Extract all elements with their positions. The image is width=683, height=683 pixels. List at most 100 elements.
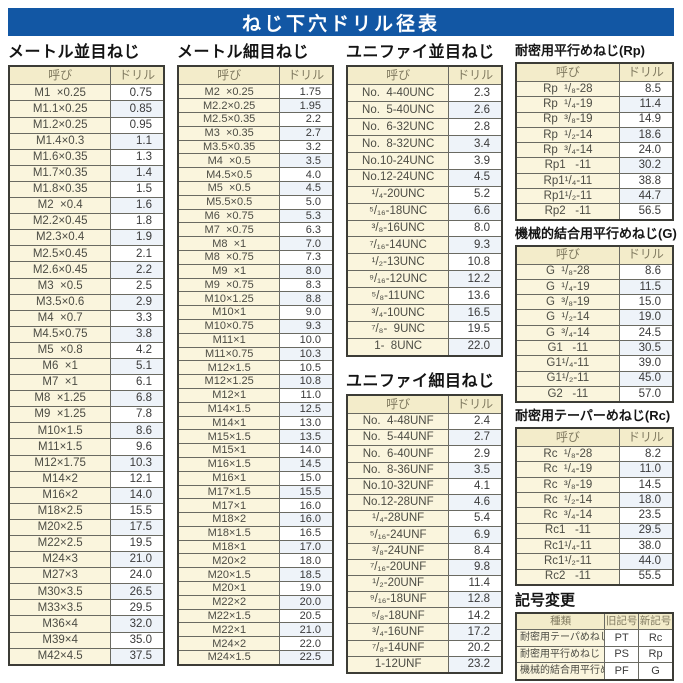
table-row: ³/₈-16UNC 8.0 — [346, 219, 503, 238]
value-cell: Rp — [638, 645, 674, 664]
section-heading-unified-coarse: ユニファイ並目ねじ — [346, 44, 495, 61]
name-cell: M18×1.5 — [177, 525, 281, 541]
name-cell: M4.5×0.5 — [177, 167, 281, 182]
table-row: M4.5×0.75 3.8 — [8, 325, 165, 343]
table-row: M9 ×1 8.0 — [177, 263, 334, 279]
table-row: M1.8×0.35 1.5 — [8, 180, 165, 199]
value-cell: 18.0 — [618, 492, 674, 509]
table-row: M11×0.75 10.3 — [177, 346, 334, 362]
table-row: M22×1 21.0 — [177, 622, 334, 638]
name-cell: M17×1 — [177, 498, 281, 514]
value-cell: 6.6 — [448, 202, 503, 221]
table-row: No. 4-40UNC 2.3 — [346, 84, 503, 103]
value-cell: 14.0 — [279, 443, 334, 458]
value-cell: 38.8 — [618, 172, 674, 190]
value-cell: 12.1 — [110, 470, 165, 488]
value-cell: 13.6 — [448, 287, 503, 305]
value-cell: 4.5 — [279, 180, 334, 196]
table-row: ⁷/₁₆-14UNC 9.3 — [346, 236, 503, 255]
name-cell: M2.3×0.4 — [8, 229, 112, 247]
name-cell: M16×1 — [177, 470, 281, 486]
table-row: M30×3.5 26.5 — [8, 583, 165, 601]
table-row: M2.2×0.45 1.8 — [8, 213, 165, 231]
value-cell: 21.0 — [279, 622, 334, 638]
value-cell: 11.5 — [618, 278, 674, 296]
value-cell: 6.9 — [448, 526, 503, 544]
name-cell: M2 ×0.4 — [8, 197, 112, 215]
value-cell: 30.5 — [618, 340, 674, 357]
value-cell: 10.3 — [279, 346, 334, 362]
table-row: M24×3 21.0 — [8, 551, 165, 569]
column-header: ドリル — [279, 65, 334, 86]
column-unified: ユニファイ並目ねじ 呼び ドリル No. 4-40UNC 2.3 No. 5-40UN… — [346, 38, 503, 675]
name-cell: G1 -11 — [515, 340, 620, 357]
table-row: No.12-24UNC 4.5 — [346, 168, 503, 187]
table-row: G2 -11 57.0 — [515, 385, 674, 403]
table-row: M3 ×0.5 2.5 — [8, 277, 165, 295]
name-cell: M36×4 — [8, 615, 112, 633]
name-cell: M1.8×0.35 — [8, 180, 112, 199]
table-row: M4 ×0.5 3.5 — [177, 153, 334, 169]
name-cell: 1-12UNF — [346, 655, 450, 674]
name-cell: M14×2 — [8, 470, 112, 488]
value-cell: 9.6 — [110, 438, 165, 456]
table-row: M20×1 19.0 — [177, 581, 334, 596]
name-cell: ³/₄-10UNC — [346, 303, 450, 322]
table-row: No. 4-48UNF 2.4 — [346, 413, 503, 431]
name-cell: M22×1.5 — [177, 608, 281, 624]
name-cell: No.12-28UNF — [346, 493, 450, 512]
name-cell: M10×1 — [177, 305, 281, 320]
value-cell: 2.4 — [448, 413, 503, 431]
table-row: No. 6-40UNF 2.9 — [346, 445, 503, 463]
table-row: M10×1.25 8.8 — [177, 291, 334, 307]
table-row: No.10-32UNF 4.1 — [346, 477, 503, 495]
name-cell: M39×4 — [8, 631, 112, 649]
table-row: Rc1 -11 29.5 — [515, 522, 674, 539]
name-cell: M1.7×0.35 — [8, 164, 112, 182]
page-title-bar: ねじ下穴ドリル径表 — [8, 8, 674, 36]
table-row: G1¹/₄-11 39.0 — [515, 355, 674, 372]
table-row: M14×1.5 12.5 — [177, 401, 334, 417]
name-cell: M10×1.5 — [8, 422, 112, 440]
section-heading-g: 機械的結合用平行めねじ(G) — [515, 225, 677, 241]
value-cell: 11.4 — [618, 96, 674, 113]
name-cell: M1.4×0.3 — [8, 132, 112, 150]
value-cell: 4.2 — [110, 341, 165, 359]
name-cell: M12×1.75 — [8, 454, 112, 472]
name-cell: Rp2 -11 — [515, 203, 620, 221]
table-row: M12×1.75 10.3 — [8, 454, 165, 472]
table-row: Rc ³/₈-19 14.5 — [515, 476, 674, 494]
name-cell: ⁹/₁₆-18UNF — [346, 591, 450, 609]
value-cell: 30.2 — [618, 157, 674, 174]
table-row: M3.5×0.6 2.9 — [8, 293, 165, 311]
name-cell: Rc ¹/₈-28 — [515, 446, 620, 463]
value-cell: 22.0 — [448, 337, 503, 357]
table-row: M3 ×0.35 2.7 — [177, 125, 334, 141]
table-row: M2.5×0.45 2.1 — [8, 245, 165, 263]
value-cell: 2.9 — [110, 293, 165, 311]
value-cell: 11.0 — [279, 387, 334, 403]
value-cell: 17.5 — [110, 518, 165, 537]
name-cell: 機械的結合用平行めねじ — [515, 662, 606, 681]
table-row: M8 ×1.25 6.8 — [8, 390, 165, 408]
value-cell: 0.75 — [110, 84, 165, 102]
page-title: ねじ下穴ドリル径表 — [241, 13, 440, 35]
value-cell: 4.0 — [279, 167, 334, 182]
table-row: M11×1.5 9.6 — [8, 438, 165, 456]
name-cell: M22×1 — [177, 622, 281, 638]
name-cell: No.10-24UNC — [346, 151, 450, 170]
value-cell: 12.2 — [448, 270, 503, 289]
header-row: 呼び ドリル — [515, 427, 674, 448]
name-cell: ⁵/₈-11UNC — [346, 287, 450, 305]
name-cell: M2.5×0.35 — [177, 111, 281, 127]
column-header: 旧記号 — [604, 612, 640, 631]
table-row: Rc ¹/₈-28 8.2 — [515, 446, 674, 463]
name-cell: G ¹/₄-19 — [515, 278, 620, 296]
value-cell: 14.9 — [618, 111, 674, 128]
name-cell: M24×1.5 — [177, 650, 281, 666]
header-row: 呼び ドリル — [177, 65, 334, 86]
rp-table: 呼び ドリル Rp ¹/₈-28 8.5 Rp ¹/₄-19 11.4 Rp ³/₈-19… — [515, 61, 674, 221]
table-row: M12×1.25 10.8 — [177, 374, 334, 389]
value-cell: 44.7 — [618, 188, 674, 205]
name-cell: M2.5×0.45 — [8, 245, 112, 263]
